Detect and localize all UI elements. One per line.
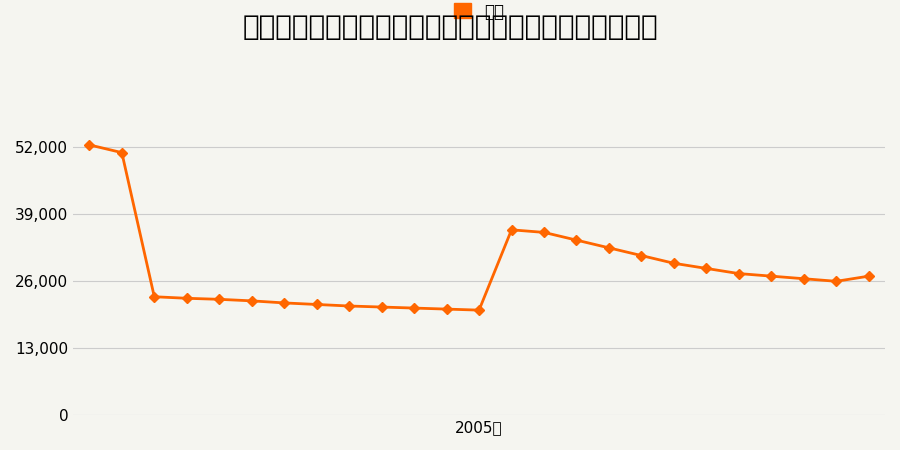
- Text: 鳥取県米子市河崎字大水落沖３２４８番４外の地価推移: 鳥取県米子市河崎字大水落沖３２４８番４外の地価推移: [242, 14, 658, 41]
- Legend: 価格: 価格: [447, 0, 510, 27]
